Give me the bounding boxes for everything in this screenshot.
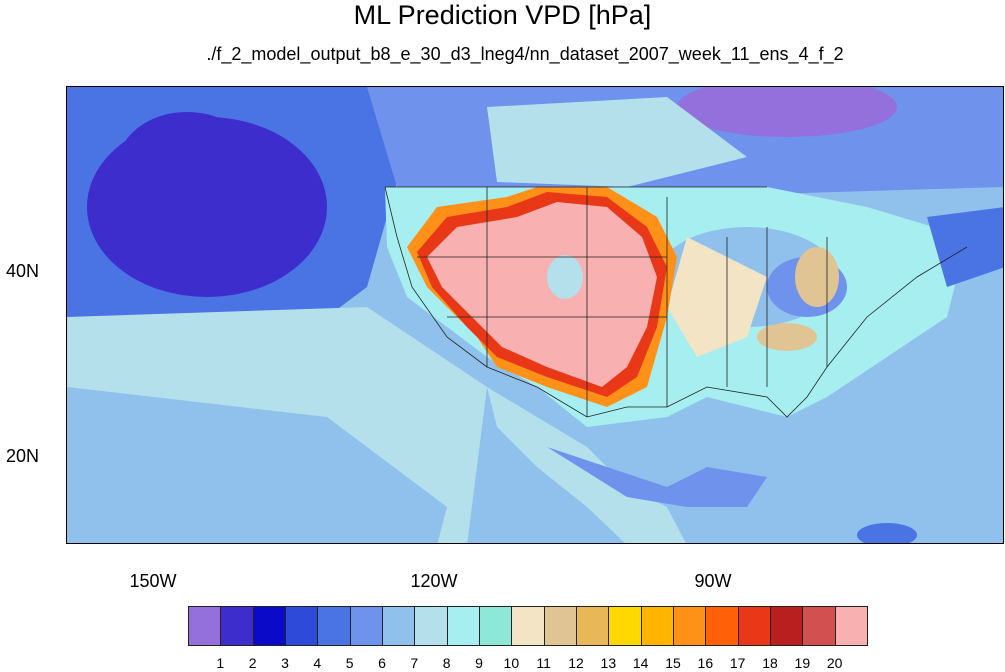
colorbar-cell (414, 606, 448, 646)
colorbar-tick-label: 4 (313, 655, 322, 671)
state-boundaries (384, 186, 968, 418)
caribbean-low-region (547, 447, 767, 507)
high-vpd-core (427, 202, 657, 387)
colorbar-cell (705, 606, 739, 646)
chart-subtitle: ./f_2_model_output_b8_e_30_d3_lneg4/nn_d… (206, 44, 844, 64)
prairie-field (487, 97, 747, 187)
southeast-high (757, 323, 817, 351)
colorbar-tick-label: 9 (475, 655, 483, 671)
chart-title: ML Prediction VPD [hPa] (353, 0, 652, 30)
colorbar-tick-label: 11 (536, 655, 551, 671)
plains-tan-region (667, 237, 767, 357)
colorbar-cell (349, 606, 383, 646)
colorbar-tick-label: 10 (503, 655, 520, 671)
colorbar-cell (317, 606, 351, 646)
colorbar-tick-label: 12 (568, 655, 584, 671)
map-panel (66, 86, 1004, 544)
colorbar-cell (285, 606, 319, 646)
colorbar-tick-label: 17 (729, 655, 746, 671)
colorbar-cell (479, 606, 513, 646)
colorbar-tick-label: 18 (762, 655, 778, 671)
colorbar-tick-label: 15 (665, 655, 681, 671)
colorbar-tick-label: 7 (410, 655, 419, 671)
lat-label-20n: 20N (6, 446, 40, 466)
colorbar-cell (608, 606, 642, 646)
colorbar-tick-label: 3 (281, 655, 289, 671)
colorbar-tick-label: 2 (248, 655, 257, 671)
colorbar-tick-label: 13 (600, 655, 617, 671)
colorbar-cell (511, 606, 545, 646)
colorbar-cell (382, 606, 416, 646)
colorbar-tick-label: 1 (216, 655, 225, 671)
lat-label-40n: 40N (6, 261, 40, 281)
colorbar-cell (220, 606, 254, 646)
colorbar-tick-label: 6 (378, 655, 386, 671)
lon-label-90w: 90W (694, 571, 732, 591)
colorbar-cell (188, 606, 222, 646)
colorbar-cell (802, 606, 836, 646)
hudson-bay-region (677, 87, 897, 137)
colorbar-tick-label: 5 (345, 655, 354, 671)
southern-pacific-field (67, 387, 447, 543)
colorbar-tick-label: 8 (442, 655, 451, 671)
colorbar-cell (640, 606, 674, 646)
lon-label-120w: 120W (410, 571, 458, 591)
colorbar-cell (543, 606, 577, 646)
vpd-map (67, 87, 1003, 543)
south-caribbean-low (857, 523, 917, 543)
colorbar-tick-label: 14 (632, 655, 649, 671)
colorbar-cell (576, 606, 610, 646)
colorbar-tick-label: 16 (697, 655, 714, 671)
colorbar-cell (252, 606, 286, 646)
colorbar-cell (737, 606, 771, 646)
caribbean-field (667, 507, 823, 543)
pacific-core-minimum (117, 112, 257, 222)
colorbar-cell (770, 606, 804, 646)
colorbar (188, 606, 868, 648)
lon-label-150w: 150W (129, 571, 177, 591)
mid-atlantic-high (795, 247, 839, 307)
colorbar-cell (834, 606, 868, 646)
colorbar-cell (673, 606, 707, 646)
colorbar-tick-label: 20 (826, 655, 843, 671)
colorbar-tick-label: 19 (794, 655, 811, 671)
great-basin-pocket (547, 255, 583, 299)
colorbar-cell (446, 606, 480, 646)
atlantic-low-region (927, 207, 1003, 287)
